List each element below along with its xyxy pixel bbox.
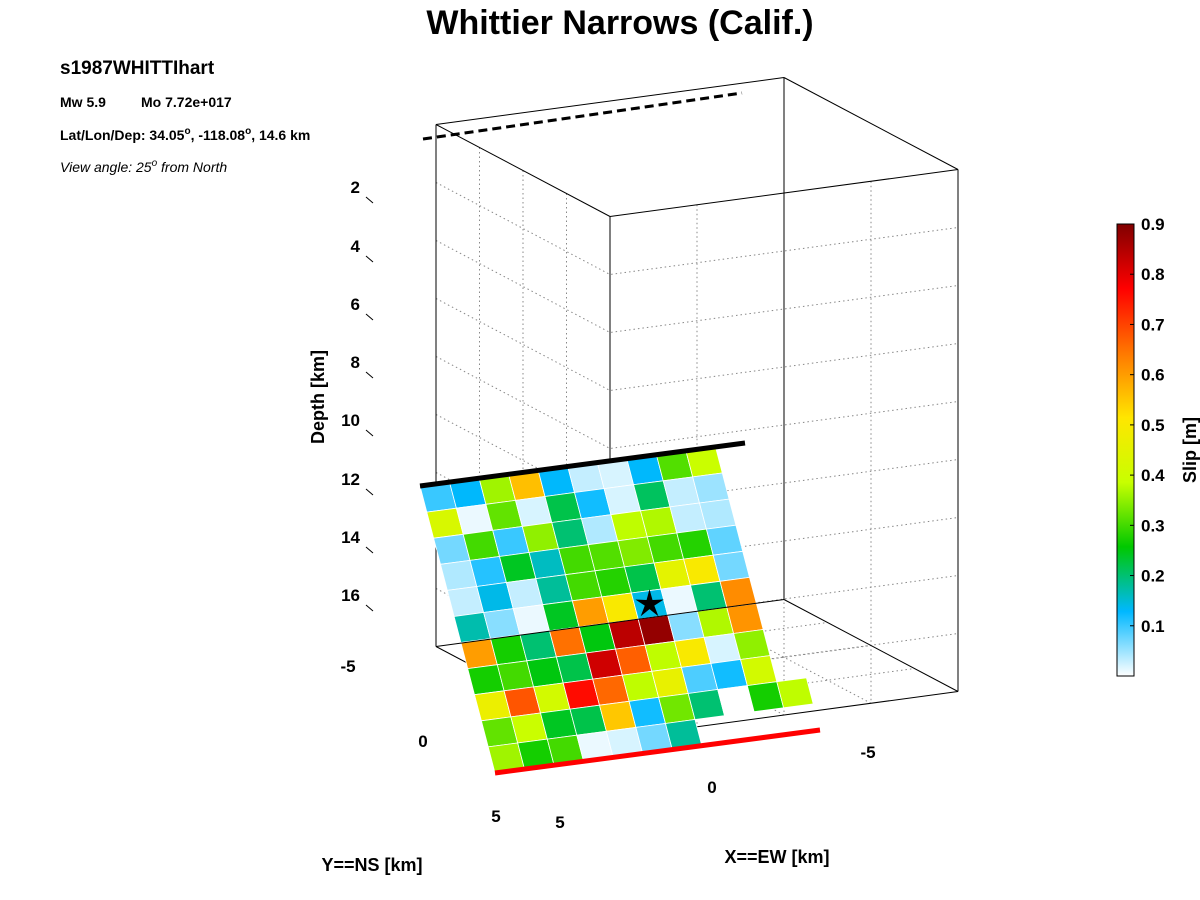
axis-ticks: 2 4 6 8 10 12 14 16 -5 0 5 -5 0 5 xyxy=(340,178,875,832)
slip-patch xyxy=(776,677,814,709)
location-label: Lat/Lon/Dep: 34.05o, -118.08o, 14.6 km xyxy=(60,126,310,143)
event-name: s1987WHITTIhart xyxy=(60,58,215,79)
depth-tick-label: 12 xyxy=(341,470,360,489)
y-tick-label: 0 xyxy=(418,732,427,751)
view-angle-label: View angle: 25o from North xyxy=(60,158,227,175)
depth-tick-mark xyxy=(365,546,374,554)
slip-patch xyxy=(692,472,730,504)
slip-patch xyxy=(705,524,744,556)
colorbar-tick-label: 0.7 xyxy=(1141,315,1165,334)
colorbar-ticks: 0.1 0.2 0.3 0.4 0.5 0.6 0.7 0.8 0.9 xyxy=(1130,215,1165,636)
colorbar xyxy=(1116,223,1135,677)
hypocenter-star xyxy=(635,589,664,617)
depth-tick-label: 2 xyxy=(351,178,360,197)
box-edge xyxy=(783,599,959,692)
box-edge xyxy=(435,599,785,647)
depth-tick-label: 16 xyxy=(341,586,360,605)
depth-tick-mark xyxy=(365,429,374,437)
depth-tick-label: 6 xyxy=(351,295,360,314)
box-edge xyxy=(435,77,785,125)
depth-tick-label: 4 xyxy=(351,237,361,256)
chart-title: Whittier Narrows (Calif.) xyxy=(426,4,813,42)
fault-bottom-edge xyxy=(494,727,821,776)
depth-tick-label: 14 xyxy=(341,528,360,547)
slip-patch xyxy=(698,498,737,530)
surface-trace xyxy=(422,91,743,141)
slip-patch xyxy=(733,629,771,660)
colorbar-tick-label: 0.3 xyxy=(1141,516,1165,535)
ew-floor-gridline xyxy=(696,610,872,704)
depth-tick-mark xyxy=(365,196,374,204)
slip-patch xyxy=(719,576,757,608)
depth-tick-mark xyxy=(365,488,374,496)
colorbar-label: Slip [m] xyxy=(1180,417,1200,483)
fault-top-edge xyxy=(419,440,746,489)
colorbar-tick-label: 0.5 xyxy=(1141,416,1165,435)
x-tick-label: -5 xyxy=(860,743,875,762)
y-axis-label: Y==NS [km] xyxy=(321,855,422,875)
box-front-edges xyxy=(435,77,959,692)
colorbar-tick-label: 0.2 xyxy=(1141,567,1165,586)
x-tick-label: 5 xyxy=(555,813,564,832)
colorbar-tick-label: 0.6 xyxy=(1141,366,1165,385)
fault-patches xyxy=(419,440,821,776)
colorbar-tick-label: 0.4 xyxy=(1141,466,1165,485)
depth-tick-mark xyxy=(365,371,374,379)
depth-tick-mark xyxy=(365,313,374,321)
slip-patch xyxy=(712,550,751,582)
magnitude-label: Mw 5.9 xyxy=(60,94,106,110)
y-tick-label: -5 xyxy=(340,657,355,676)
depth-tick-mark xyxy=(365,604,374,612)
depth-tick-mark xyxy=(365,255,374,263)
box-edge xyxy=(783,77,959,170)
x-axis-label: X==EW [km] xyxy=(724,847,829,867)
slip-patch xyxy=(726,603,764,634)
depth-tick-label: 10 xyxy=(341,411,360,430)
colorbar-tick-label: 0.8 xyxy=(1141,265,1165,284)
moment-label: Mo 7.72e+017 xyxy=(141,94,232,110)
box-edge xyxy=(435,124,611,217)
colorbar-tick-label: 0.9 xyxy=(1141,215,1165,234)
depth-tick-label: 8 xyxy=(351,353,360,372)
x-tick-label: 0 xyxy=(707,778,716,797)
y-tick-label: 5 xyxy=(491,807,500,826)
colorbar-tick-label: 0.1 xyxy=(1141,617,1165,636)
depth-axis-label: Depth [km] xyxy=(308,350,328,444)
slip-patch xyxy=(739,655,778,687)
